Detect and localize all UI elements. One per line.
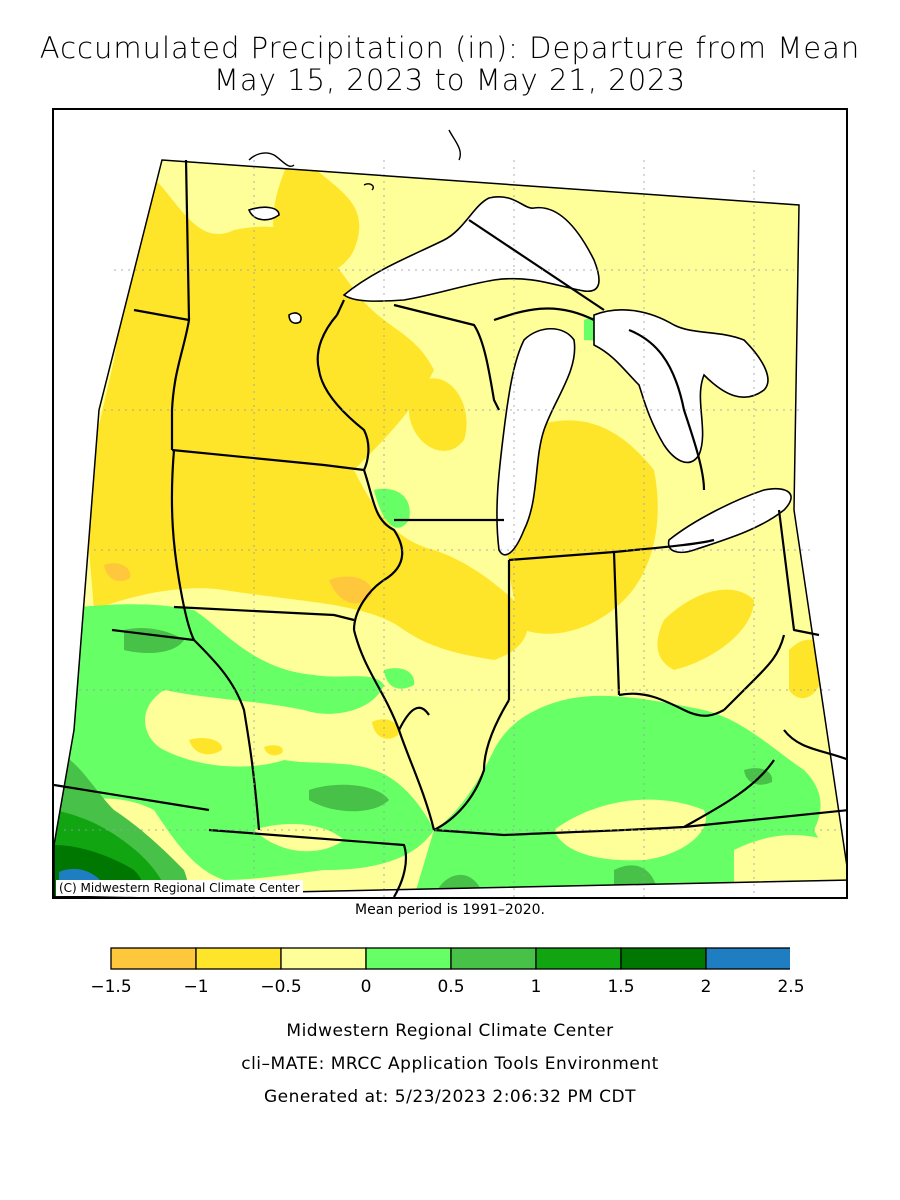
great-lakes — [247, 195, 792, 556]
footer-tool-name: cli–MATE: MRCC Application Tools Environ… — [241, 1054, 659, 1074]
chart-subtitle-dates: May 15, 2023 to May 21, 2023 — [213, 63, 687, 97]
legend-tick-label: 2.5 — [777, 977, 805, 997]
legend-tick-label: 1 — [530, 977, 542, 997]
legend-tick-label: 1.5 — [607, 977, 635, 997]
legend-swatch-2 — [280, 947, 367, 970]
footer-generated-time: Generated at: 5/23/2023 2:06:32 PM CDT — [264, 1087, 636, 1107]
copyright-label: (C) Midwestern Regional Climate Center — [56, 880, 303, 896]
mean-period-note: Mean period is 1991–2020. — [355, 902, 545, 918]
state-borders — [54, 159, 846, 897]
legend-tick-label: −1 — [183, 977, 209, 997]
legend-swatch-0 — [110, 947, 197, 970]
legend-tick-label: −1.5 — [90, 977, 132, 997]
legend-swatch-4 — [450, 947, 537, 970]
legend-tick-label: −0.5 — [260, 977, 302, 997]
legend-swatch-6 — [620, 947, 707, 970]
legend-swatch-5 — [535, 947, 622, 970]
legend-swatch-3 — [365, 947, 452, 970]
chart-title: Accumulated Precipitation (in): Departur… — [39, 31, 861, 65]
legend-swatch-1 — [195, 947, 282, 970]
legend-tick-label: 0.5 — [437, 977, 465, 997]
color-legend — [110, 947, 790, 970]
legend-tick-label: 0 — [360, 977, 372, 997]
legend-swatch-7 — [705, 947, 790, 970]
precipitation-map — [52, 108, 848, 899]
footer-organization: Midwestern Regional Climate Center — [286, 1021, 614, 1041]
legend-tick-label: 2 — [700, 977, 712, 997]
